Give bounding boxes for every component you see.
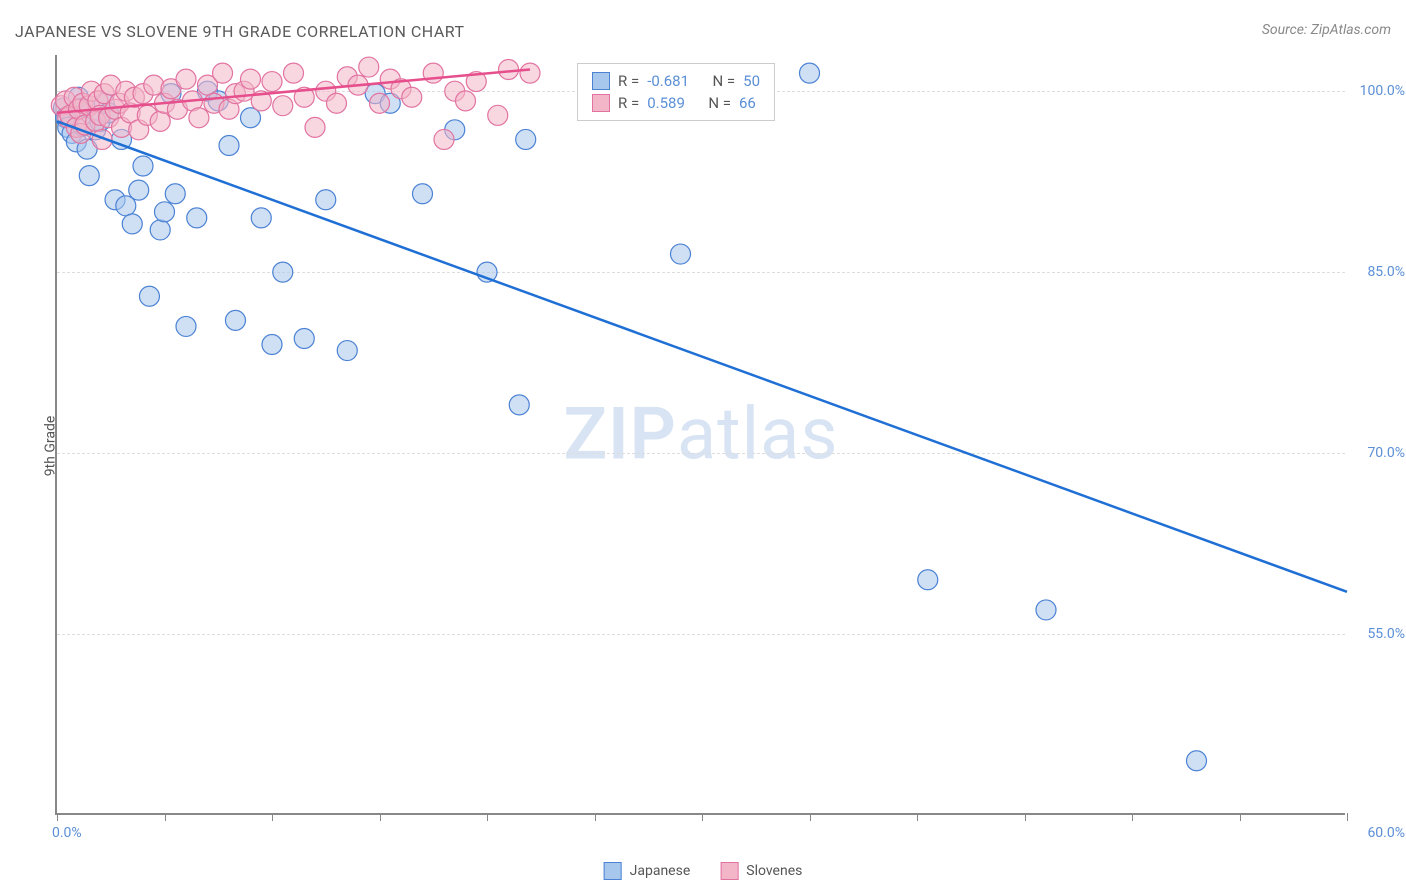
legend-swatch-slovenes [592, 94, 610, 112]
data-point [139, 286, 159, 306]
data-point [520, 63, 540, 83]
data-point [79, 166, 99, 186]
stats-r-label: R = [618, 94, 639, 112]
stats-row-japanese: R = -0.681 N = 50 [592, 70, 760, 92]
y-tick-label: 100.0% [1360, 83, 1405, 99]
bottom-legend: Japanese Slovenes [604, 862, 803, 880]
x-tick [1025, 813, 1026, 821]
x-tick [1132, 813, 1133, 821]
stats-legend: R = -0.681 N = 50 R = 0.589 N = 66 [577, 63, 775, 121]
data-point [241, 69, 261, 89]
x-tick [487, 813, 488, 821]
stats-n-label: N = [708, 94, 731, 112]
data-point [671, 244, 691, 264]
y-tick-label: 55.0% [1367, 626, 1405, 642]
trend-line [57, 121, 1347, 591]
x-tick [1240, 813, 1241, 821]
data-point [1036, 600, 1056, 620]
data-point [262, 335, 282, 355]
data-point [165, 184, 185, 204]
data-point [262, 72, 282, 92]
data-point [327, 93, 347, 113]
x-tick [380, 813, 381, 821]
legend-item-slovenes: Slovenes [720, 862, 802, 880]
data-point [129, 180, 149, 200]
stats-n-value-slovenes: 66 [739, 94, 756, 112]
data-point [189, 108, 209, 128]
data-point [144, 75, 164, 95]
data-point [370, 93, 390, 113]
legend-swatch-japanese [592, 72, 610, 90]
data-point [150, 111, 170, 131]
y-tick-label: 70.0% [1367, 445, 1405, 461]
data-point [187, 208, 207, 228]
data-point [316, 190, 336, 210]
legend-label-japanese: Japanese [630, 863, 691, 879]
stats-r-value-japanese: -0.681 [647, 72, 689, 90]
data-point [225, 310, 245, 330]
legend-item-japanese: Japanese [604, 862, 691, 880]
x-axis-min-label: 0.0% [52, 825, 82, 841]
data-point [155, 202, 175, 222]
data-point [359, 57, 379, 77]
x-tick [272, 813, 273, 821]
data-point [294, 328, 314, 348]
legend-swatch-slovenes [720, 862, 738, 880]
stats-r-label: R = [618, 72, 639, 90]
data-point [918, 570, 938, 590]
x-tick [1347, 813, 1348, 821]
data-point [305, 117, 325, 137]
data-point [800, 63, 820, 83]
stats-n-label: N = [712, 72, 735, 90]
scatter-svg [57, 55, 1345, 813]
data-point [176, 316, 196, 336]
chart-title: JAPANESE VS SLOVENE 9TH GRADE CORRELATIO… [15, 22, 465, 41]
data-point [402, 87, 422, 107]
data-point [488, 105, 508, 125]
x-tick [595, 813, 596, 821]
data-point [516, 129, 536, 149]
x-tick [165, 813, 166, 821]
x-tick [57, 813, 58, 821]
data-point [122, 214, 142, 234]
data-point [284, 63, 304, 83]
stats-n-value-japanese: 50 [743, 72, 760, 90]
legend-label-slovenes: Slovenes [746, 863, 802, 879]
stats-r-value-slovenes: 0.589 [647, 94, 685, 112]
data-point [434, 129, 454, 149]
data-point [150, 220, 170, 240]
x-tick [917, 813, 918, 821]
data-point [499, 59, 519, 79]
data-point [176, 69, 196, 89]
x-tick [702, 813, 703, 821]
data-point [273, 96, 293, 116]
chart-container: JAPANESE VS SLOVENE 9TH GRADE CORRELATIO… [0, 0, 1406, 892]
data-point [337, 341, 357, 361]
data-point [1187, 751, 1207, 771]
data-point [133, 156, 153, 176]
data-point [273, 262, 293, 282]
data-point [219, 135, 239, 155]
data-point [509, 395, 529, 415]
legend-swatch-japanese [604, 862, 622, 880]
y-tick-label: 85.0% [1367, 264, 1405, 280]
data-point [251, 208, 271, 228]
data-point [213, 63, 233, 83]
source-attribution: Source: ZipAtlas.com [1262, 22, 1391, 38]
data-point [413, 184, 433, 204]
plot-area: ZIPatlas 100.0%85.0%70.0%55.0% 0.0% 60.0… [55, 55, 1345, 815]
data-point [456, 91, 476, 111]
stats-row-slovenes: R = 0.589 N = 66 [592, 92, 760, 114]
x-tick [810, 813, 811, 821]
x-axis-max-label: 60.0% [1367, 825, 1405, 841]
